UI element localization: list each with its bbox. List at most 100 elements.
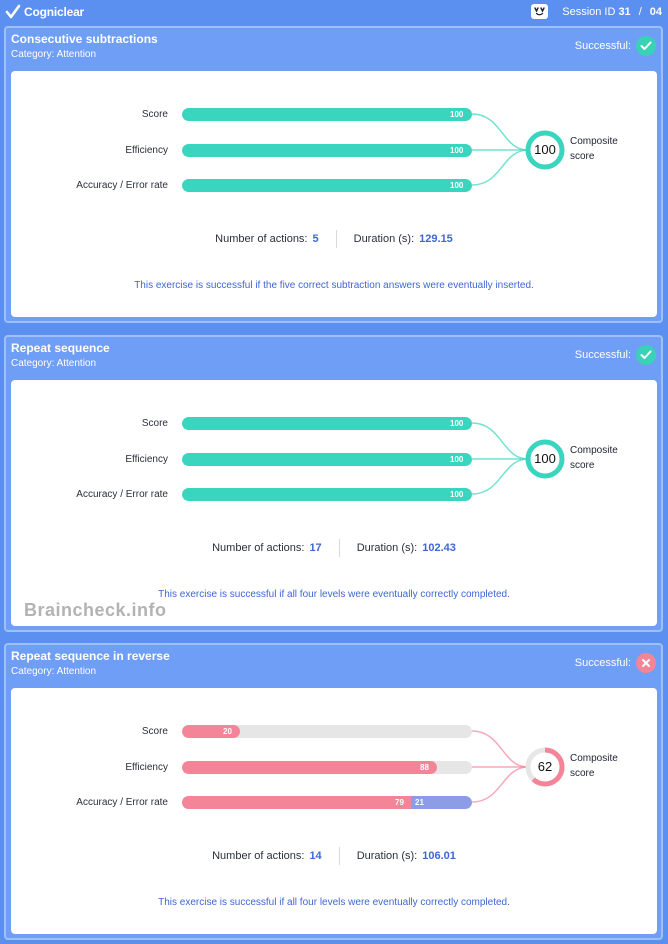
face-icon[interactable]: [531, 4, 549, 19]
accuracy-value: 100: [450, 181, 464, 190]
success-criteria-note: This exercise is successful if the five …: [134, 280, 534, 291]
exercise-stats: Number of actions: 17 Duration (s): 102.…: [11, 539, 657, 557]
actions-stat: Number of actions: 14: [212, 847, 322, 865]
efficiency-bar: 100: [182, 453, 472, 466]
composite-score-value: 62: [537, 759, 553, 774]
accuracy-bar-fill: [182, 179, 472, 192]
accuracy-bar-fill: [182, 488, 472, 501]
actions-label: Number of actions:: [212, 542, 305, 554]
composite-score-label: Composite score: [570, 134, 618, 164]
stat-divider: [335, 230, 337, 248]
efficiency-bar-fill: [182, 453, 472, 466]
accuracy-value: 100: [450, 490, 464, 499]
composite-label-line2: score: [570, 151, 595, 162]
composite-connector-lines: [472, 422, 528, 495]
score-value: 100: [450, 419, 464, 428]
actions-value: 5: [312, 233, 319, 245]
checkmark-logo-icon: [5, 4, 21, 19]
status-label: Successful:: [574, 40, 631, 52]
accuracy-bar-fill: [182, 796, 411, 809]
metric-label-score: Score: [141, 109, 168, 120]
metric-label-score: Score: [141, 726, 168, 737]
exercise-card-consecutive-subtractions: Consecutive subtractions Category: Atten…: [4, 26, 663, 323]
actions-value: 14: [309, 850, 322, 862]
metric-label-efficiency: Efficiency: [125, 145, 168, 156]
composite-label-line1: Composite: [570, 445, 618, 456]
efficiency-bar: 88: [182, 761, 472, 774]
exercise-results-panel: Score 100 Efficiency 100 Accuracy / Erro…: [11, 380, 657, 626]
actions-stat: Number of actions: 5: [215, 230, 318, 248]
status-indicator: Successful:: [575, 36, 656, 56]
exercise-category: Category: Attention: [11, 358, 97, 369]
error-rate-value: 21: [415, 798, 424, 807]
composite-score-gauge: [525, 130, 565, 170]
composite-label-line2: score: [570, 460, 595, 471]
session-label: Session ID: [562, 5, 616, 18]
efficiency-value: 88: [420, 763, 429, 772]
duration-label: Duration (s):: [356, 850, 418, 862]
watermark-text: Braincheck.info: [24, 600, 167, 620]
session-total: 04: [649, 5, 662, 18]
status-label: Successful:: [574, 657, 631, 669]
exercise-title: Repeat sequence: [11, 341, 110, 355]
composite-label-line1: Composite: [570, 136, 618, 147]
close-icon: [636, 653, 656, 673]
session-id: 31: [618, 5, 631, 18]
score-bar: 100: [182, 108, 472, 121]
duration-value: 129.15: [419, 233, 453, 245]
session-separator: /: [638, 5, 642, 18]
duration-label: Duration (s):: [356, 542, 418, 554]
exercise-title: Consecutive subtractions: [11, 32, 158, 46]
actions-value: 17: [309, 542, 322, 554]
duration-stat: Duration (s): 106.01: [357, 847, 456, 865]
duration-stat: Duration (s): 129.15: [354, 230, 453, 248]
brand-name: Cogniclear: [24, 5, 85, 19]
efficiency-bar-fill: [182, 761, 437, 774]
composite-score-label: Composite score: [570, 751, 618, 781]
exercise-stats: Number of actions: 5 Duration (s): 129.1…: [11, 230, 657, 248]
success-criteria-note: This exercise is successful if all four …: [158, 897, 510, 908]
composite-label-line1: Composite: [570, 753, 618, 764]
check-icon: [636, 36, 656, 56]
duration-label: Duration (s):: [353, 233, 415, 245]
exercise-results-panel: Score 20 Efficiency 88 Accuracy / Error …: [11, 688, 657, 934]
actions-stat: Number of actions: 17: [212, 539, 322, 557]
score-bar-fill: [182, 417, 472, 430]
metric-label-accuracy: Accuracy / Error rate: [76, 180, 168, 191]
status-label: Successful:: [574, 349, 631, 361]
actions-label: Number of actions:: [215, 233, 308, 245]
accuracy-bar: 100: [182, 179, 472, 192]
composite-score-label: Composite score: [570, 443, 618, 473]
check-icon: [636, 345, 656, 365]
top-bar: Cogniclear Session ID 31 / 04: [0, 0, 668, 24]
metric-label-accuracy: Accuracy / Error rate: [76, 489, 168, 500]
actions-label: Number of actions:: [212, 850, 305, 862]
efficiency-bar: 100: [182, 144, 472, 157]
composite-score-gauge: [525, 747, 565, 787]
composite-score-value: 100: [534, 451, 556, 466]
status-indicator: Successful:: [575, 653, 656, 673]
score-bar-fill: [182, 108, 472, 121]
accuracy-value: 79: [395, 798, 404, 807]
metric-label-score: Score: [141, 418, 168, 429]
success-criteria-note: This exercise is successful if all four …: [158, 589, 510, 600]
composite-score-value: 100: [534, 142, 556, 157]
efficiency-value: 100: [450, 146, 464, 155]
score-value: 100: [450, 110, 464, 119]
score-bar-fill: [182, 725, 240, 738]
exercise-title: Repeat sequence in reverse: [11, 649, 170, 663]
duration-stat: Duration (s): 102.43: [357, 539, 456, 557]
exercise-card-repeat-sequence-reverse: Repeat sequence in reverse Category: Att…: [4, 643, 663, 940]
brand-logo[interactable]: Cogniclear: [5, 4, 84, 20]
score-value: 20: [223, 727, 232, 736]
composite-connector-lines: [472, 113, 528, 186]
accuracy-bar: 79 21: [182, 796, 472, 809]
exercise-category: Category: Attention: [11, 49, 97, 60]
stat-divider: [338, 847, 340, 865]
duration-value: 102.43: [422, 542, 456, 554]
score-bar: 20: [182, 725, 472, 738]
efficiency-bar-fill: [182, 144, 472, 157]
exercise-results-panel: Score 100 Efficiency 100 Accuracy / Erro…: [11, 71, 657, 317]
metric-label-accuracy: Accuracy / Error rate: [76, 797, 168, 808]
accuracy-bar: 100: [182, 488, 472, 501]
